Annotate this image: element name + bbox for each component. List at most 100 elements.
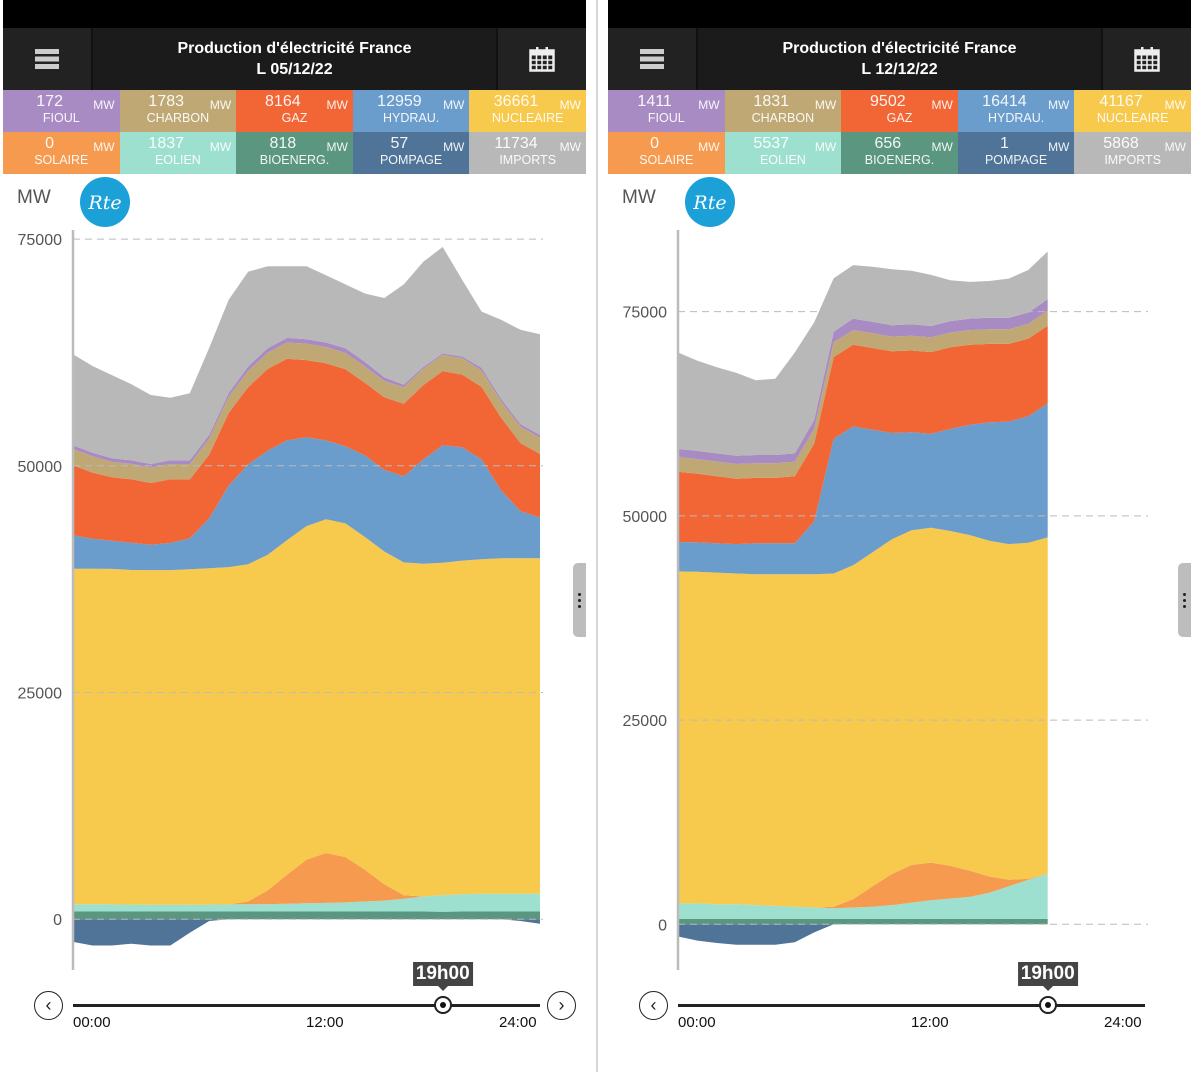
area-solaire [678, 862, 1048, 909]
rte-logo-text: Rte [692, 192, 726, 214]
x-tick-label: 24:00 [499, 1014, 537, 1031]
tile-label: POMPAGE [984, 153, 1048, 167]
tile-unit: MW [559, 98, 581, 112]
previous-day-button[interactable]: ‹ [639, 991, 668, 1020]
tile-value: 1831 [753, 93, 790, 110]
chevron-left-icon: ‹ [45, 995, 52, 1015]
tile-unit: MW [1164, 98, 1186, 112]
tile-value: 9502 [870, 93, 906, 110]
tile-label: HYDRAU. [382, 111, 440, 125]
tile-unit: MW [698, 140, 720, 154]
tile-label: GAZ [281, 111, 308, 125]
tile-unit: MW [814, 98, 837, 112]
chevron-left-icon: ‹ [650, 995, 657, 1015]
area-eolien [73, 893, 540, 912]
app-header: Production d'électricité France L 12/12/2… [608, 28, 1191, 90]
tile-value: 818 [269, 135, 297, 152]
tile-label: BIOENERG. [259, 153, 330, 167]
area-imports [678, 251, 1048, 456]
chart-panel-1: Production d'électricité France L 12/12/2… [608, 0, 1191, 1072]
tile-value: 11734 [494, 135, 538, 152]
tile-value: 5868 [1103, 135, 1139, 152]
tile-label: CHARBON [751, 111, 815, 125]
y-tick-label: 0 [53, 912, 62, 929]
tile-fioul: 172 MW FIOUL [3, 90, 120, 132]
chevron-right-icon: › [558, 995, 565, 1015]
next-day-button[interactable]: › [547, 991, 576, 1020]
tile-label: FIOUL [42, 111, 80, 125]
area-hydrau [73, 437, 540, 571]
tile-bioenerg: 656 MW BIOENERG. [841, 132, 958, 174]
previous-day-button[interactable]: ‹ [34, 991, 63, 1020]
tile-eolien: 1837 MW EOLIEN [119, 132, 237, 174]
y-unit-label: MW [622, 187, 656, 208]
tile-solaire: 0 MW SOLAIRE [608, 132, 725, 174]
tile-unit: MW [209, 140, 232, 154]
tile-unit: MW [326, 140, 348, 154]
tile-unit: MW [1048, 98, 1070, 112]
rte-logo-text: Rte [87, 192, 121, 214]
y-tick-label: 50000 [623, 509, 668, 526]
tile-label: NUCLEAIRE [491, 111, 564, 125]
page-title: Production d'électricité France L 12/12/2… [698, 28, 1101, 90]
title-text: Production d'électricité France [177, 40, 412, 57]
y-tick-label: 75000 [18, 232, 63, 249]
tile-value: 5537 [753, 135, 790, 152]
tile-label: SOLAIRE [34, 153, 89, 167]
slider-track[interactable] [678, 1004, 1145, 1007]
side-drawer-handle[interactable] [573, 563, 586, 637]
tile-imports: 11734 MW IMPORTS [469, 132, 586, 174]
date-text: L 12/12/22 [861, 61, 938, 78]
area-charbon [73, 342, 540, 483]
menu-button[interactable] [3, 28, 93, 90]
tile-label: POMPAGE [379, 153, 443, 167]
tile-unit: MW [443, 140, 465, 154]
slider-knob[interactable] [1038, 996, 1057, 1014]
calendar-button[interactable] [1101, 28, 1191, 90]
tile-label: EOLIEN [759, 153, 806, 167]
rte-logo: Rte [80, 177, 130, 227]
tile-value: 1411 [637, 93, 672, 110]
tile-unit: MW [698, 98, 720, 112]
x-tick-label: 12:00 [306, 1014, 344, 1031]
x-tick-label: 00:00 [73, 1014, 111, 1031]
hamburger-icon [640, 49, 664, 69]
tile-fioul: 1411 MW FIOUL [608, 90, 725, 132]
tile-value: 36661 [493, 93, 539, 110]
calendar-icon [529, 47, 555, 72]
area-solaire [73, 853, 540, 905]
tile-unit: MW [1048, 140, 1070, 154]
tile-unit: MW [931, 98, 953, 112]
time-slider: ‹ 19h00 00:00 12:00 24:00 [608, 960, 1191, 1040]
menu-button[interactable] [608, 28, 698, 90]
area-hydrau [678, 403, 1048, 575]
tile-value: 41167 [1099, 93, 1143, 110]
calendar-button[interactable] [496, 28, 586, 90]
y-unit-label: MW [17, 187, 51, 208]
slider-track[interactable] [73, 1004, 540, 1007]
y-tick-label: 75000 [623, 305, 668, 322]
tile-hydrau: 12959 MW HYDRAU. [352, 90, 470, 132]
date-text: L 05/12/22 [256, 61, 333, 78]
tile-label: CHARBON [146, 111, 210, 125]
tile-bioenerg: 818 MW BIOENERG. [236, 132, 353, 174]
tile-label: IMPORTS [1104, 153, 1162, 167]
tile-charbon: 1831 MW CHARBON [724, 90, 842, 132]
slider-knob[interactable] [433, 996, 452, 1014]
tile-value: 12959 [377, 93, 422, 110]
tile-value: 656 [874, 135, 902, 152]
page-title: Production d'électricité France L 05/12/2… [93, 28, 496, 90]
tile-unit: MW [814, 140, 837, 154]
y-tick-label: 50000 [18, 459, 63, 476]
tile-value: 1 [999, 135, 1009, 152]
tile-unit: MW [559, 140, 581, 154]
x-tick-label: 12:00 [911, 1014, 949, 1031]
area-imports [73, 247, 540, 464]
tile-value: 57 [390, 135, 409, 152]
tile-nucleaire: 36661 MW NUCLEAIRE [469, 90, 586, 132]
tile-charbon: 1783 MW CHARBON [119, 90, 237, 132]
tile-label: FIOUL [647, 111, 685, 125]
tile-unit: MW [93, 140, 115, 154]
tile-pompage: 57 MW POMPAGE [352, 132, 470, 174]
side-drawer-handle[interactable] [1178, 563, 1191, 637]
